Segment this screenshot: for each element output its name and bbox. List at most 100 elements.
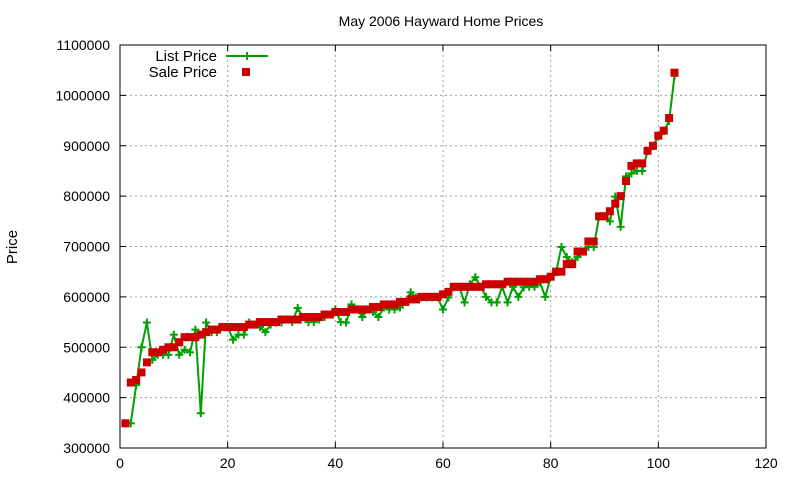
- sale-price-point: [336, 307, 345, 316]
- sale-price-point: [169, 343, 178, 352]
- sale-price-point: [412, 295, 421, 304]
- x-tick-label: 120: [754, 455, 778, 471]
- sale-price-point: [433, 292, 442, 301]
- sale-price-point: [417, 292, 426, 301]
- list-price-point: [562, 253, 571, 262]
- sale-price-point: [439, 290, 447, 299]
- sale-price-point: [508, 277, 517, 286]
- list-price-point: [180, 345, 189, 354]
- list-price-point: [142, 318, 151, 327]
- sale-price-point: [212, 325, 221, 334]
- sale-price-point: [369, 302, 378, 311]
- sale-price-point: [525, 277, 534, 286]
- sale-price-point: [218, 323, 227, 332]
- list-price-point: [514, 292, 523, 301]
- list-price-line: [125, 75, 676, 425]
- sale-price-point: [589, 237, 598, 246]
- y-tick-label: 700000: [63, 239, 110, 255]
- sale-price-point: [266, 318, 275, 327]
- sale-price-point: [605, 207, 614, 216]
- chart-title: May 2006 Hayward Home Prices: [339, 13, 544, 29]
- sale-price-point: [530, 277, 539, 286]
- sale-price-point: [299, 313, 308, 322]
- sale-price-point: [465, 282, 474, 291]
- list-price-point: [239, 330, 248, 339]
- sale-price-point: [358, 305, 367, 314]
- sale-price-point: [223, 323, 232, 332]
- sale-price-point: [277, 315, 286, 324]
- sale-price-point: [395, 297, 404, 306]
- sale-price-point: [202, 328, 211, 337]
- sale-price-point: [492, 280, 501, 289]
- sale-price-point: [578, 247, 587, 256]
- sale-price-point: [643, 146, 652, 155]
- sale-price-point: [390, 300, 399, 309]
- sale-price-point: [191, 333, 200, 342]
- list-price-point: [492, 298, 501, 307]
- list-price-point: [137, 343, 146, 352]
- sale-price-point: [148, 348, 157, 357]
- list-price-point: [406, 288, 415, 297]
- sale-price-point: [142, 358, 151, 367]
- list-price-point: [191, 325, 200, 334]
- x-tick-label: 0: [116, 455, 124, 471]
- legend-marker: [243, 52, 251, 60]
- sale-price-point: [282, 315, 291, 324]
- sale-price-point: [546, 272, 555, 281]
- sale-price-point: [622, 177, 631, 186]
- list-price-point: [358, 313, 367, 322]
- sale-price-point: [315, 313, 324, 322]
- list-price-point: [557, 243, 566, 252]
- sale-price-point: [159, 345, 168, 354]
- sale-price-point: [239, 323, 248, 332]
- list-price-point: [175, 350, 184, 359]
- sale-price-point: [342, 307, 351, 316]
- sale-price-point: [476, 282, 485, 291]
- plot-frame: [119, 44, 767, 449]
- x-tick-label: 40: [328, 455, 344, 471]
- x-tick-label: 20: [220, 455, 236, 471]
- y-tick-label: 400000: [63, 390, 110, 406]
- sale-price-point: [632, 159, 641, 168]
- sale-price-point: [535, 275, 544, 284]
- sale-price-point: [482, 280, 491, 289]
- sale-price-point: [595, 212, 604, 221]
- sale-price-point: [207, 325, 216, 334]
- sale-price-point: [379, 300, 388, 309]
- sale-price-point: [638, 159, 647, 168]
- legend-marker: [242, 68, 250, 76]
- list-price-point: [627, 169, 636, 178]
- list-price-point: [196, 409, 205, 418]
- list-price-point: [169, 330, 178, 339]
- sale-price-point: [255, 318, 264, 327]
- sale-price-point: [422, 292, 431, 301]
- sale-price-point: [584, 237, 593, 246]
- sale-price-point: [331, 307, 340, 316]
- list-price-point: [164, 350, 173, 359]
- sale-price-point: [126, 378, 135, 387]
- sale-price-point: [385, 300, 394, 309]
- list-price-point: [460, 298, 469, 307]
- sale-price-point: [363, 305, 372, 314]
- list-price-point: [293, 303, 302, 312]
- list-price-point: [229, 335, 238, 344]
- sale-price-point: [498, 280, 507, 289]
- y-tick-label: 900000: [63, 138, 110, 154]
- sale-price-point: [175, 338, 184, 347]
- sale-price-point: [180, 333, 189, 342]
- sale-price-point: [611, 199, 620, 208]
- sale-price-point: [449, 282, 458, 291]
- sale-price-point: [428, 292, 437, 301]
- sale-price-point: [272, 318, 281, 327]
- sale-price-point: [541, 275, 550, 284]
- sale-price-point: [573, 247, 582, 256]
- sale-price-point: [234, 323, 243, 332]
- sale-price-point: [325, 310, 334, 319]
- list-price-point: [482, 292, 491, 301]
- y-tick-label: 500000: [63, 339, 110, 355]
- grid: [120, 45, 766, 448]
- sale-price-point: [519, 277, 528, 286]
- list-price-point: [638, 166, 647, 175]
